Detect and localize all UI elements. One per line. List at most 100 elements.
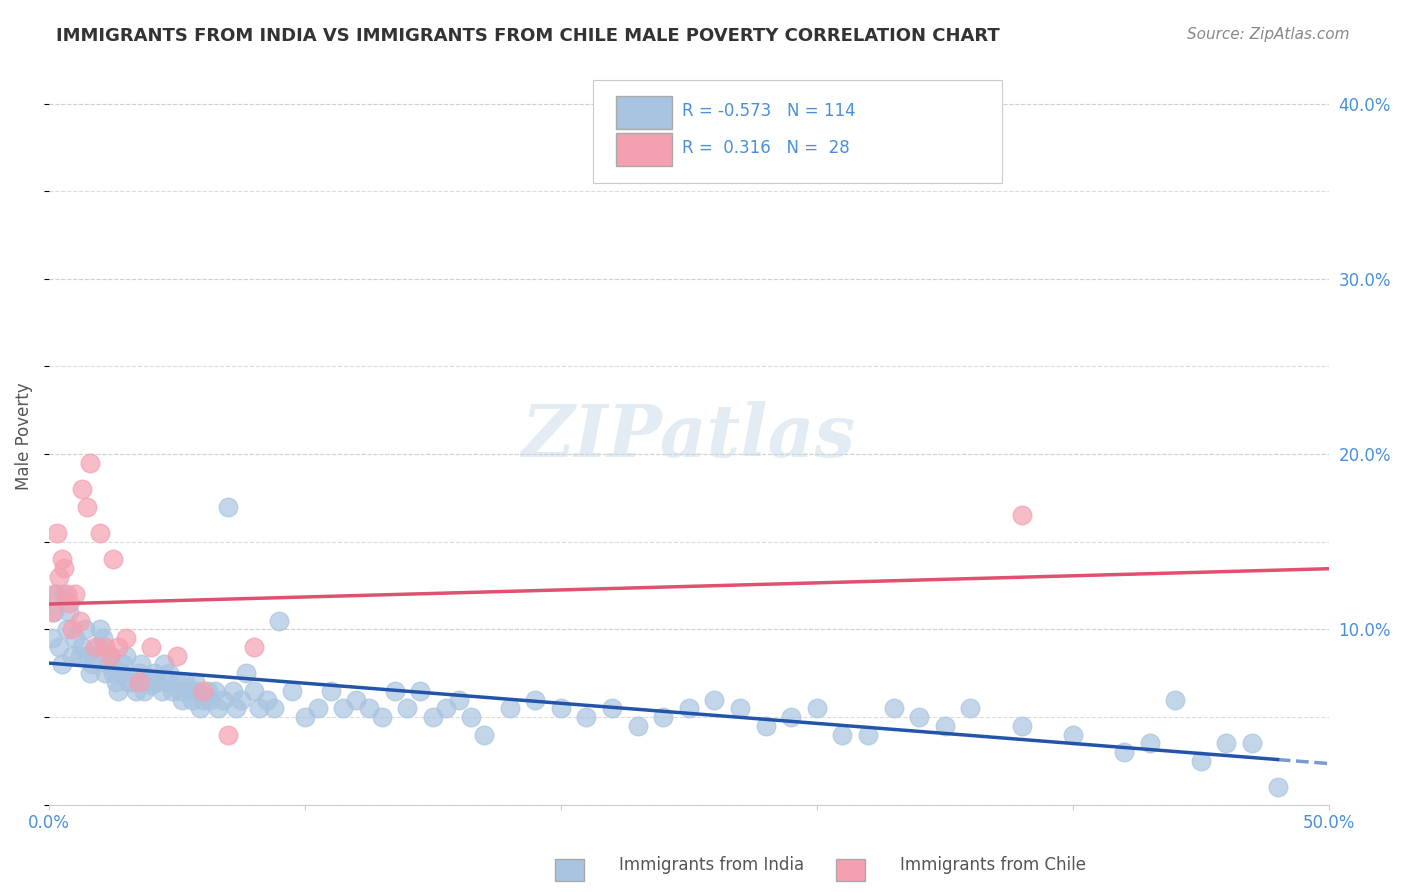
Point [135, 675, 157, 690]
Text: Immigrants from India: Immigrants from India [619, 856, 804, 874]
Point [1062, 728, 1084, 742]
Point [294, 710, 316, 724]
Point [181, 692, 204, 706]
Point [69, 614, 91, 628]
Point [1164, 692, 1187, 706]
Point [204, 683, 226, 698]
Point [56, 587, 79, 601]
Point [627, 719, 650, 733]
Point [89, 623, 111, 637]
Point [114, 631, 136, 645]
Point [575, 710, 598, 724]
Point [269, 614, 291, 628]
Point [142, 666, 165, 681]
Point [141, 640, 163, 654]
Point [169, 683, 191, 698]
Point [173, 675, 195, 690]
Y-axis label: Male Poverty: Male Poverty [15, 383, 32, 491]
Point [101, 552, 124, 566]
Point [600, 701, 623, 715]
Point [332, 701, 354, 715]
Point [63, 587, 86, 601]
Point [153, 657, 176, 672]
Point [1189, 754, 1212, 768]
Point [370, 710, 392, 724]
Point [42, 587, 65, 601]
Point [263, 701, 285, 715]
Point [242, 640, 264, 654]
Point [91, 631, 114, 645]
Point [53, 561, 76, 575]
Point [51, 552, 73, 566]
Point [70, 640, 93, 654]
Point [422, 710, 444, 724]
Point [344, 692, 367, 706]
FancyBboxPatch shape [554, 859, 585, 880]
Point [235, 666, 257, 681]
Point [678, 701, 700, 715]
Point [1011, 719, 1033, 733]
Point [188, 701, 211, 715]
Text: IMMIGRANTS FROM INDIA VS IMMIGRANTS FROM CHILE MALE POVERTY CORRELATION CHART: IMMIGRANTS FROM INDIA VS IMMIGRANTS FROM… [56, 27, 1000, 45]
Point [94, 640, 117, 654]
Point [73, 623, 96, 637]
Point [207, 701, 229, 715]
Point [217, 728, 239, 742]
Point [141, 678, 163, 692]
Point [160, 683, 183, 698]
FancyBboxPatch shape [616, 96, 672, 128]
Point [229, 692, 252, 706]
Point [728, 701, 751, 715]
Point [101, 666, 124, 681]
Point [499, 701, 522, 715]
Point [434, 701, 457, 715]
Point [82, 657, 104, 672]
Point [179, 683, 201, 698]
Point [48, 570, 70, 584]
Point [222, 683, 245, 698]
Point [157, 666, 180, 681]
Point [217, 500, 239, 514]
Point [41, 631, 63, 645]
Point [156, 675, 179, 690]
Point [212, 692, 235, 706]
Point [242, 683, 264, 698]
FancyBboxPatch shape [616, 133, 672, 166]
Point [76, 648, 98, 663]
Point [652, 710, 675, 724]
Point [550, 701, 572, 715]
Point [908, 710, 931, 724]
Point [384, 683, 406, 698]
Point [84, 648, 107, 663]
Point [114, 648, 136, 663]
Point [281, 683, 304, 698]
Point [112, 657, 135, 672]
Point [107, 640, 129, 654]
Point [1267, 780, 1289, 794]
Point [856, 728, 879, 742]
Point [959, 701, 981, 715]
Point [225, 701, 247, 715]
Point [1112, 745, 1135, 759]
Point [97, 657, 120, 672]
Point [186, 683, 208, 698]
Text: R = -0.573   N = 114: R = -0.573 N = 114 [682, 103, 856, 120]
Point [56, 623, 79, 637]
Point [89, 526, 111, 541]
Point [138, 672, 160, 686]
Point [132, 683, 155, 698]
Point [110, 666, 132, 681]
Point [79, 456, 101, 470]
Point [122, 675, 145, 690]
Point [84, 640, 107, 654]
Point [94, 666, 117, 681]
Point [63, 631, 86, 645]
Point [51, 657, 73, 672]
Point [107, 683, 129, 698]
Point [184, 675, 207, 690]
Point [703, 692, 725, 706]
Point [1240, 736, 1263, 750]
Point [53, 587, 76, 601]
Point [524, 692, 547, 706]
Point [460, 710, 482, 724]
